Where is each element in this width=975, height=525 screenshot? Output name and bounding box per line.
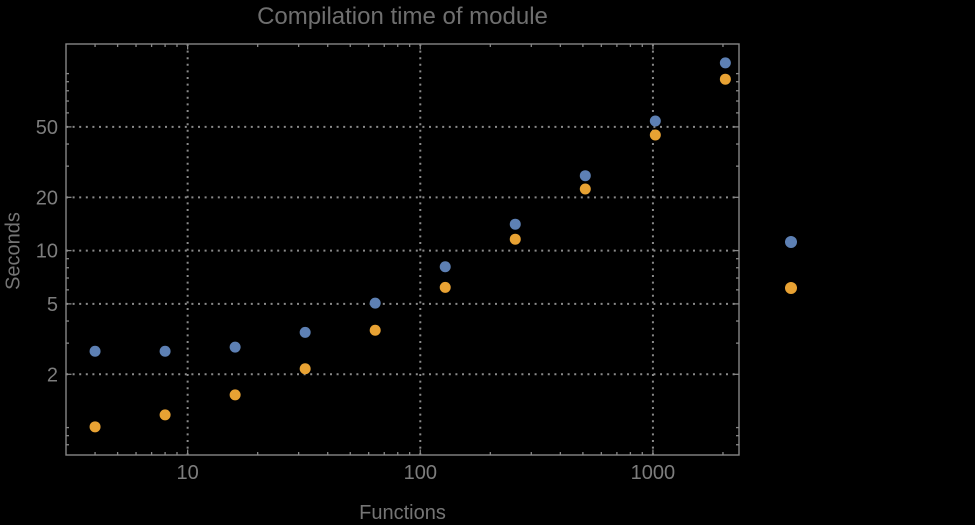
data-point-series-2 <box>229 389 241 401</box>
data-point-series-2 <box>649 129 661 141</box>
data-point-series-1 <box>509 218 521 230</box>
data-point-series-2 <box>89 421 101 433</box>
y-tick-label: 2 <box>47 364 58 386</box>
y-tick-label: 20 <box>36 187 58 209</box>
chart-title: Compilation time of module <box>257 3 548 30</box>
legend-marker-1 <box>785 236 797 248</box>
x-tick-label: 100 <box>404 462 437 484</box>
data-point-series-1 <box>299 326 311 338</box>
data-point-series-2 <box>719 73 731 85</box>
x-tick-label: 10 <box>177 462 199 484</box>
data-point-series-2 <box>579 183 591 195</box>
data-point-series-1 <box>229 341 241 353</box>
data-point-series-2 <box>299 363 311 375</box>
y-tick-label: 10 <box>36 241 58 263</box>
plot-frame <box>65 43 740 456</box>
data-point-series-1 <box>89 345 101 357</box>
data-point-series-2 <box>369 324 381 336</box>
data-point-series-2 <box>159 409 171 421</box>
data-point-series-1 <box>369 297 381 309</box>
data-point-series-2 <box>439 281 451 293</box>
data-point-series-1 <box>159 345 171 357</box>
x-tick-label: 1000 <box>631 462 676 484</box>
data-point-series-1 <box>719 57 731 69</box>
y-tick-label: 5 <box>47 294 58 316</box>
data-point-series-2 <box>509 233 521 245</box>
data-point-series-1 <box>439 261 451 273</box>
data-point-series-1 <box>579 170 591 182</box>
legend-marker-2 <box>785 282 797 294</box>
data-point-series-1 <box>649 115 661 127</box>
x-axis-label: Functions <box>359 502 446 524</box>
y-tick-label: 50 <box>36 117 58 139</box>
